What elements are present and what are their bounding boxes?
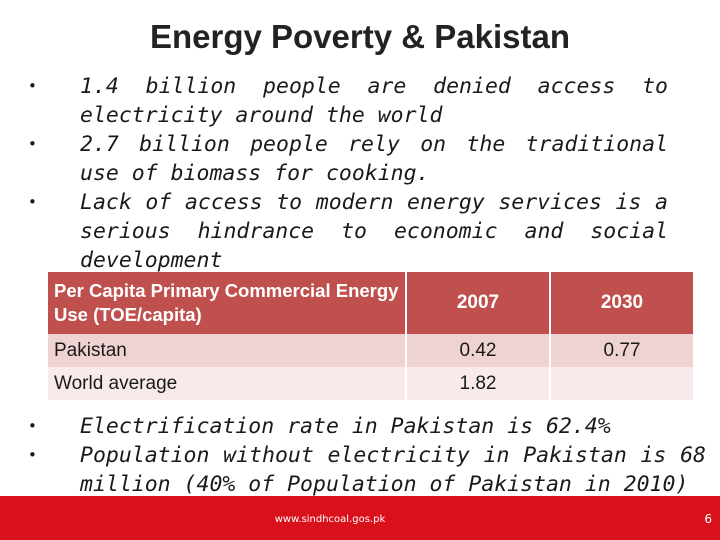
page-number: 6 [704, 512, 712, 526]
bullet-item: • Electrification rate in Pakistan is 62.… [28, 412, 706, 441]
table-cell-value [550, 367, 693, 400]
bullet-icon: • [28, 193, 37, 211]
slide-title: Energy Poverty & Pakistan [149, 18, 570, 55]
bullet-item: • Lack of access to modern energy service… [28, 188, 668, 275]
bullet-icon: • [28, 417, 37, 435]
table-row: Pakistan 0.42 0.77 [48, 334, 693, 367]
bullet-text: Lack of access to modern energy services… [80, 190, 668, 273]
table-header-2007: 2007 [406, 272, 551, 334]
table-header-row: Per Capita Primary Commercial Energy Use… [48, 272, 693, 334]
bullet-text: 1.4 billion people are denied access to … [80, 74, 668, 128]
table-header-2030: 2030 [550, 272, 693, 334]
table-cell-value: 0.42 [406, 334, 551, 367]
footer-bar: www.sindhcoal.gos.pk 6 [0, 496, 720, 540]
bullet-icon: • [28, 77, 37, 95]
bullet-item: • Population without electricity in Pakis… [28, 441, 706, 499]
bullet-text: Electrification rate in Pakistan is 62.4… [80, 414, 611, 439]
bullet-text: Population without electricity in Pakist… [80, 443, 706, 497]
bullet-icon: • [28, 135, 37, 153]
footer-url: www.sindhcoal.gos.pk [274, 514, 386, 525]
bullet-item: • 1.4 billion people are denied access to… [28, 72, 668, 130]
bullet-text: 2.7 billion people rely on the tradition… [80, 132, 668, 186]
bottom-bullet-list: • Electrification rate in Pakistan is 62.… [28, 412, 706, 499]
bullet-icon: • [28, 446, 37, 464]
table-row: World average 1.82 [48, 367, 693, 400]
table-cell-country: Pakistan [48, 334, 407, 367]
table-header-label: Per Capita Primary Commercial Energy Use… [48, 272, 407, 334]
table-cell-value: 0.77 [550, 334, 693, 367]
bullet-item: • 2.7 billion people rely on the traditio… [28, 130, 668, 188]
top-bullet-list: • 1.4 billion people are denied access to… [28, 72, 668, 275]
table-cell-country: World average [48, 367, 407, 400]
table-cell-value: 1.82 [406, 367, 551, 400]
energy-use-table: Per Capita Primary Commercial Energy Use… [48, 272, 693, 400]
